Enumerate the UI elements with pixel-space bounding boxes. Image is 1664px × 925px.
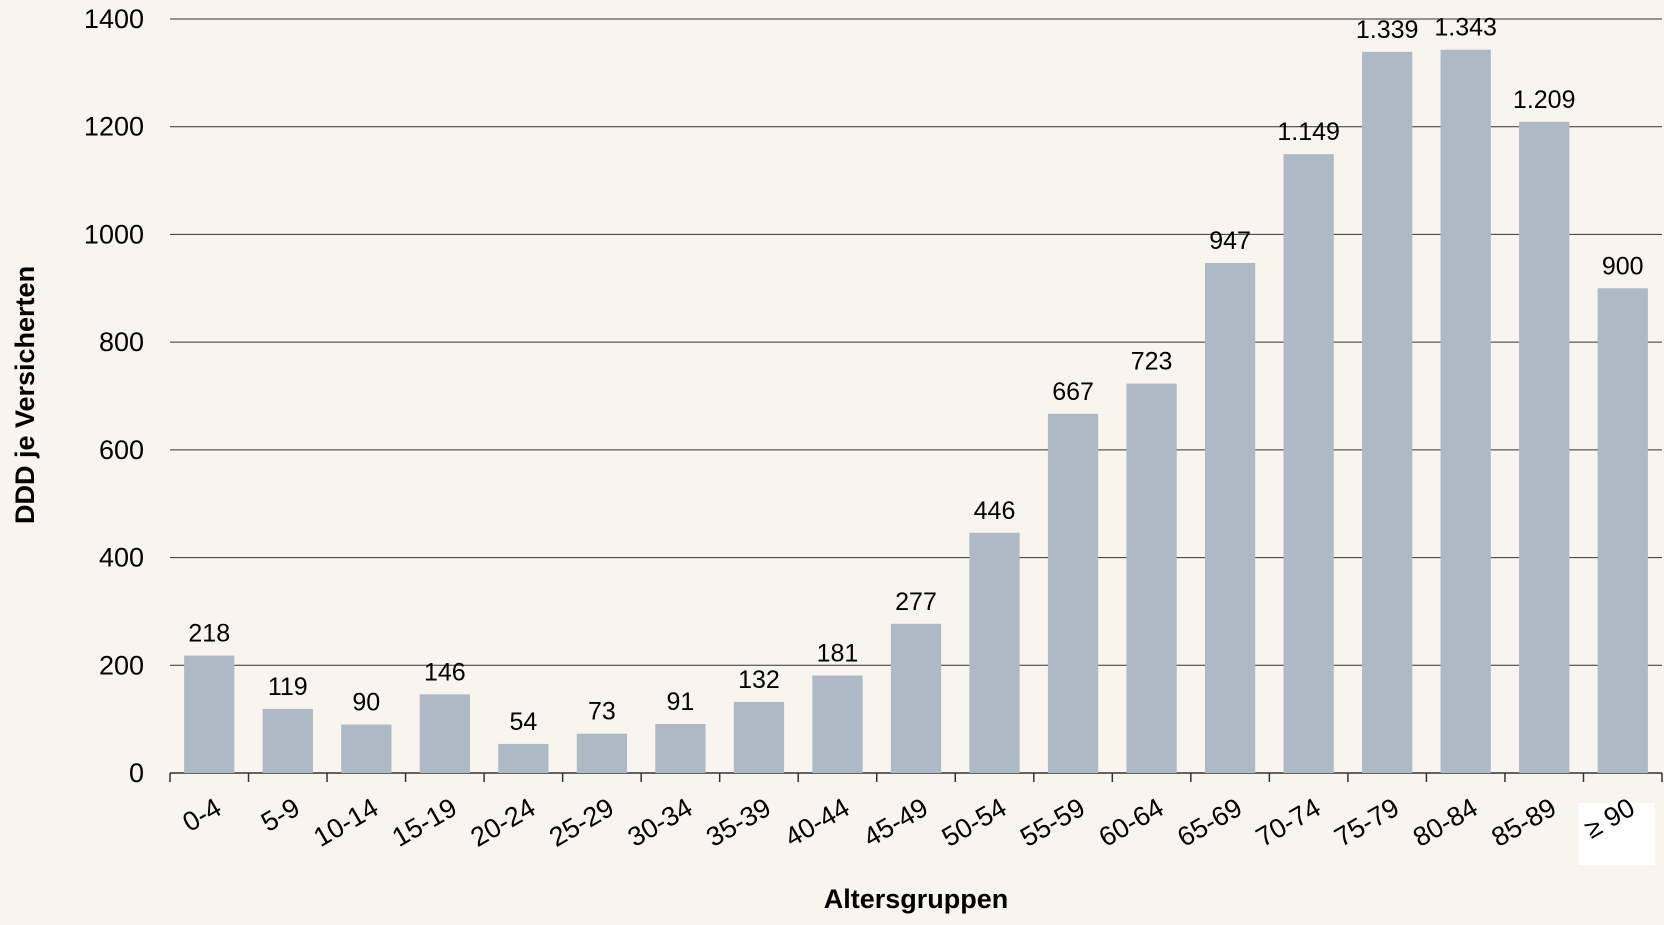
y-axis-title: DDD je Versicherten [10,266,40,524]
data-label: 90 [352,689,380,717]
bar [1283,154,1334,774]
data-label: 1.149 [1277,118,1340,146]
label-box [1578,803,1655,865]
x-tick-label: 30-34 [623,792,698,853]
bar [1047,413,1099,773]
bar [890,623,942,773]
data-label: 218 [188,620,230,648]
data-label: 723 [1131,348,1173,376]
bar [341,724,392,773]
bar [184,655,235,773]
x-tick-label: 65-69 [1172,792,1247,853]
data-label: 900 [1602,252,1644,280]
data-label: 91 [667,688,695,716]
x-tick-label: 80-84 [1408,792,1483,853]
data-label: 146 [424,658,466,686]
bar [1204,262,1256,773]
data-label: 132 [738,666,780,694]
y-tick-label: 0 [129,758,144,788]
bar [812,675,863,773]
data-label: 54 [509,708,537,736]
bar [733,701,785,773]
x-tick-label: 5-9 [256,792,305,837]
x-tick-label: 15-19 [387,792,462,853]
y-tick-label: 1000 [84,219,144,249]
y-tick-label: 400 [99,543,144,573]
bar [1362,51,1413,774]
data-label: 446 [974,497,1016,525]
y-tick-label: 1400 [84,4,144,34]
data-label: 1.209 [1513,86,1576,114]
data-label: 119 [268,673,308,701]
x-tick-label: 50-54 [937,792,1012,853]
bar [498,743,549,773]
bar [576,733,628,773]
x-tick-label: 70-74 [1251,792,1326,853]
bar [1597,288,1648,773]
bar [1126,383,1177,773]
y-tick-label: 800 [99,327,144,357]
x-tick-label: 60-64 [1094,792,1169,853]
data-label: 181 [817,640,859,668]
data-label: 947 [1209,227,1251,255]
bar [1440,49,1491,774]
bar [655,723,706,773]
data-label: 1.339 [1356,16,1419,44]
data-label: 73 [588,698,616,726]
bar [419,694,470,773]
x-tick-label: 45-49 [858,792,933,853]
bar [1519,121,1570,774]
y-tick-label: 600 [99,435,144,465]
data-label: 277 [895,588,937,616]
x-tick-label: 0-4 [177,792,226,837]
x-tick-label: 75-79 [1329,792,1404,853]
x-tick-label: 55-59 [1015,792,1090,853]
bar [969,532,1020,773]
data-label: 667 [1052,378,1094,406]
x-tick-label: 10-14 [309,792,384,853]
x-axis-title: Altersgruppen [824,884,1009,914]
data-label: 1.343 [1434,14,1497,42]
x-tick-label: 35-39 [701,792,776,853]
x-tick-label: 40-44 [780,792,855,853]
x-tick-label: 20-24 [466,792,541,853]
bar [262,708,313,773]
y-tick-label: 1200 [84,112,144,142]
y-tick-label: 200 [99,650,144,680]
x-tick-label: 25-29 [544,792,619,853]
x-tick-label: 85-89 [1486,792,1561,853]
